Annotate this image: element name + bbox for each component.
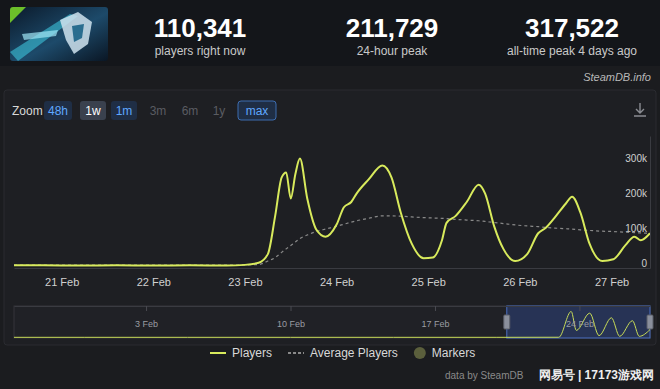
zoom-button[interactable]: 1m [111,101,137,120]
thumbnail-badge [10,7,26,23]
series-line [14,159,650,266]
legend-item[interactable]: Markers [414,346,475,360]
navigator-plot [14,311,650,337]
zoom-button-bg [238,101,276,120]
x-axis-tick-label: 22 Feb [137,276,171,288]
x-axis-tick: 24 Feb [320,268,354,288]
thumbnail-art [72,24,84,42]
x-axis-tick: 27 Feb [595,268,629,288]
stat-value: 211,729 [346,13,439,43]
navigator-handle[interactable] [647,315,653,329]
watermark: 网易号 | 17173游戏网 [539,368,654,382]
x-axis-tick-label: 21 Feb [45,276,79,288]
x-axis-tick: 26 Feb [503,268,537,288]
x-axis-tick: 23 Feb [228,268,262,288]
y-axis-tick-label: 200k [625,188,648,199]
zoom-button: 3m [150,104,167,118]
navigator-axis-tick: 17 Feb [421,306,449,329]
stat-value: 317,522 [525,13,619,43]
screenshot: 110,341players right now 211,72924-hour p… [0,0,660,389]
navigator-axis-tick: 10 Feb [277,306,305,329]
navigator-axis-line [15,306,651,307]
header-background [0,0,660,66]
x-axis: 21 Feb 22 Feb 23 Feb 24 Feb 25 Feb 26 Feb 27 F… [15,268,651,288]
legend: Players Average Players Markers [210,346,475,360]
x-axis-tick: 21 Feb [45,268,79,288]
x-axis-tick-label: 26 Feb [503,276,537,288]
x-axis-tick: 22 Feb [137,268,171,288]
credit-label: data by SteamDB [445,370,524,381]
y-axis-tick: 200k [625,188,650,199]
series-line [14,216,650,265]
zoom-button-label: 6m [182,104,199,118]
download-button[interactable] [634,103,646,116]
navigator-axis-tick-mark [579,306,580,311]
zoom-button[interactable]: max [238,101,276,120]
navigator-axis-tick: 3 Feb [135,306,158,329]
legend-item[interactable]: Average Players [288,346,398,360]
zoom-button-bg [111,101,137,120]
download-icon [634,103,646,116]
legend-label: Players [232,346,272,360]
plot-area [14,159,650,266]
navigator-axis: 3 Feb 10 Feb 17 Feb 24 Feb [15,306,651,329]
legend-label: Markers [432,346,475,360]
x-axis-tick-label: 24 Feb [320,276,354,288]
page-background [0,0,660,389]
thumbnail-art [22,30,58,40]
y-axis-tick: 300k [625,153,650,164]
zoom-button-label: max [246,104,269,118]
zoom-button-bg [80,101,106,120]
zoom-button: 6m [182,104,199,118]
stat-value: 110,341 [154,13,247,43]
zoom-button-label: 48h [48,104,68,118]
navigator-axis-tick-label: 17 Feb [421,319,449,329]
legend-symbol [210,352,226,354]
y-axis-tick-label: 300k [625,153,648,164]
thumbnail-art [60,12,92,54]
zoom-button-label: 1m [116,104,133,118]
y-axis-tick-label: 0 [641,258,647,269]
y-axis-line [650,137,651,269]
stat-label: 24-hour peak [357,44,429,58]
navigator-axis-tick-mark [146,306,147,311]
navigator-axis-tick-label: 3 Feb [135,319,158,329]
navigator-axis-tick: 24 Feb [566,306,594,329]
x-axis-tick-label: 27 Feb [595,276,629,288]
x-axis-tick-label: 25 Feb [412,276,446,288]
stat-label: players right now [155,44,246,58]
thumbnail-art [10,7,108,61]
zoom-label: Zoom [12,104,43,118]
legend-label: Average Players [310,346,398,360]
x-axis-tick-label: 23 Feb [228,276,262,288]
zoom-button-bg [44,101,72,120]
chart-panel [4,90,656,345]
legend-item[interactable]: Players [210,346,272,360]
stat-label: all-time peak 4 days ago [507,44,637,58]
x-axis-line [15,268,651,269]
x-axis-tick: 25 Feb [412,268,446,288]
navigator-axis-tick-label: 10 Feb [277,319,305,329]
navigator-handle[interactable] [504,315,510,329]
y-axis-tick: 0 [641,258,650,269]
y-axis: 0100k200k300k [625,137,650,269]
zoom-button: 1y [213,104,226,118]
zoom-button-label: 3m [150,104,167,118]
zoom-button[interactable]: 1w [80,101,106,120]
source-label: SteamDB.info [583,71,651,83]
legend-symbol [288,352,304,354]
zoom-button-label: 1w [85,104,101,118]
zoom-button[interactable]: 48h [44,101,72,120]
navigator-window[interactable] [507,306,650,338]
zoom-button-label: 1y [213,104,226,118]
navigator-frame [14,306,650,338]
page: 110,341players right now 211,72924-hour p… [0,0,660,389]
navigator-axis-tick-mark [291,306,292,311]
thumbnail[interactable] [10,7,108,61]
navigator-line [14,311,650,337]
legend-symbol [414,347,426,359]
navigator-axis-tick-mark [435,306,436,311]
navigator-axis-tick-label: 24 Feb [566,319,594,329]
